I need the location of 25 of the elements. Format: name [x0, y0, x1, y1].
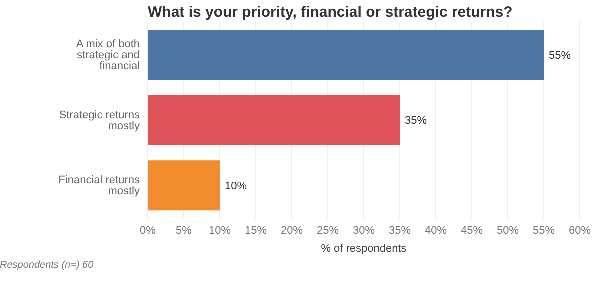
bar [148, 30, 544, 80]
data-label: 10% [225, 180, 248, 193]
x-tick-label: 5% [176, 224, 192, 237]
x-tick-label: 10% [208, 224, 232, 237]
x-tick-label: 40% [424, 224, 448, 237]
x-tick-label: 25% [316, 224, 340, 237]
y-tick-label: A mix of both strategic and financial [76, 38, 140, 73]
x-tick-label: 0% [140, 224, 156, 237]
bar [148, 95, 400, 146]
chart-title: What is your priority, financial or strategic returns? [148, 4, 513, 21]
x-axis-title: % of respondents [321, 243, 408, 255]
data-label: 55% [549, 50, 572, 62]
x-tick-label: 30% [352, 224, 376, 237]
x-tick-label: 20% [280, 224, 304, 237]
text: Respondents (n=) 60 [0, 260, 94, 271]
x-tick-label: 35% [388, 224, 412, 237]
x-tick-label: 60% [568, 224, 592, 237]
y-tick-label: Strategic returns mostly [59, 109, 140, 132]
y-tick-label: Financial returns mostly [58, 174, 140, 198]
x-tick-label: 55% [532, 224, 556, 237]
bar [148, 160, 220, 211]
x-tick-label: 15% [244, 224, 268, 237]
x-tick-label: 50% [496, 224, 520, 237]
x-tick-label: 45% [460, 224, 484, 237]
data-label: 35% [405, 115, 428, 128]
